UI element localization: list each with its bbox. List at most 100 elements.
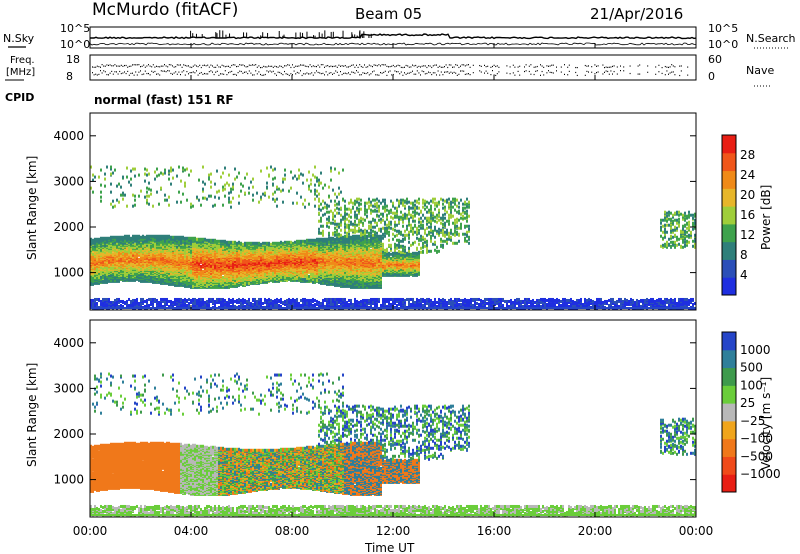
heatmap-cell [216, 270, 218, 274]
heatmap-cell [196, 247, 198, 251]
heatmap-cell [242, 265, 244, 269]
heatmap-cell [174, 262, 176, 266]
nave-dot [564, 73, 565, 76]
heatmap-cell [174, 302, 176, 306]
nave-dot [252, 74, 253, 76]
heatmap-cell [168, 299, 170, 303]
nave-dot [160, 70, 162, 72]
heatmap-cell [118, 182, 120, 186]
nsearch-axis-label: N.Search [746, 32, 796, 45]
heatmap-cell [254, 300, 256, 304]
heatmap-cell [248, 304, 250, 308]
nave-dot [303, 73, 305, 75]
nave-dot [530, 73, 532, 75]
nave-dot [436, 74, 437, 76]
nave-dot [484, 72, 485, 74]
nave-dot [639, 73, 641, 75]
heatmap-cell [146, 234, 148, 238]
nave-dot [362, 66, 364, 68]
heatmap-cell [114, 235, 116, 239]
nave-dot [104, 65, 106, 67]
nave-dot [605, 66, 607, 68]
nave-dot [498, 66, 500, 68]
nave-dot [196, 65, 197, 67]
heatmap-cell [146, 298, 148, 302]
heatmap-cell [100, 183, 102, 187]
nave-dot [429, 65, 431, 67]
heatmap-cell [138, 253, 140, 257]
nave-dot [343, 72, 345, 75]
nave-dot [360, 74, 362, 76]
heatmap-cell [170, 299, 172, 303]
nave-dot [109, 72, 111, 74]
nave-dot [356, 70, 357, 72]
nave-dot [268, 65, 269, 67]
nave-dot [264, 66, 266, 68]
nave-dot [671, 64, 673, 66]
heatmap-cell [168, 195, 170, 199]
nave-dot [176, 64, 178, 66]
heatmap-cell [234, 283, 236, 287]
nave-dot [402, 74, 404, 76]
heatmap-cell [150, 297, 152, 301]
nave-dot [204, 64, 205, 66]
nave-dot [122, 65, 124, 67]
heatmap-cell [126, 175, 128, 179]
nsearch-tick-hi: 10^5 [708, 22, 738, 35]
heatmap-cell [240, 298, 242, 302]
nave-dot [216, 70, 218, 72]
heatmap-cell [92, 173, 94, 177]
heatmap-cell [184, 302, 186, 306]
nave-dot [159, 66, 161, 68]
nave-dot [92, 72, 93, 74]
nave-dot [154, 66, 156, 68]
nave-dot [327, 74, 329, 76]
heatmap-cell [118, 300, 120, 304]
nave-dot [543, 74, 545, 76]
heatmap-cell [176, 297, 178, 301]
nave-dot [232, 64, 234, 66]
heatmap-cell [248, 191, 250, 195]
nave-dot [212, 71, 213, 73]
heatmap-cell [126, 252, 128, 256]
heatmap-cell [232, 262, 234, 266]
nave-dot [364, 64, 365, 66]
heatmap-cell [140, 255, 142, 259]
heatmap-cell [252, 297, 254, 301]
heatmap-cell [116, 198, 118, 202]
heatmap-cell [238, 299, 240, 303]
heatmap-cell [120, 193, 122, 197]
heatmap-cell [162, 257, 164, 261]
heatmap-cell [176, 200, 178, 204]
nave-dot [437, 66, 439, 68]
heatmap-cell [242, 297, 244, 301]
heatmap-cell [152, 266, 154, 270]
nave-dot [416, 66, 418, 68]
heatmap-cell [110, 256, 112, 260]
heatmap-cell [236, 257, 238, 261]
heatmap-cell [240, 244, 242, 248]
nave-dot [487, 65, 489, 67]
nave-dot [519, 74, 521, 76]
heatmap-cell [94, 299, 96, 303]
heatmap-cell [212, 243, 214, 247]
nave-dot [330, 72, 332, 74]
heatmap-cell [136, 234, 138, 238]
heatmap-cell [146, 186, 148, 190]
nave-dot [253, 64, 255, 66]
nave-dot [248, 70, 250, 72]
heatmap-cell [224, 187, 226, 191]
nave-dot [373, 70, 375, 72]
heatmap-cell [146, 173, 148, 177]
heatmap-cell [132, 298, 134, 302]
nave-dot [576, 74, 578, 77]
nave-dot [322, 72, 324, 74]
nave-dot [224, 66, 226, 68]
nave-dot [514, 74, 516, 76]
nave-dot [376, 74, 378, 76]
heatmap-cell [210, 271, 212, 275]
nave-dot [388, 71, 389, 73]
nave-dot [452, 72, 453, 74]
nave-dot [356, 64, 357, 66]
heatmap-cell [182, 277, 184, 281]
